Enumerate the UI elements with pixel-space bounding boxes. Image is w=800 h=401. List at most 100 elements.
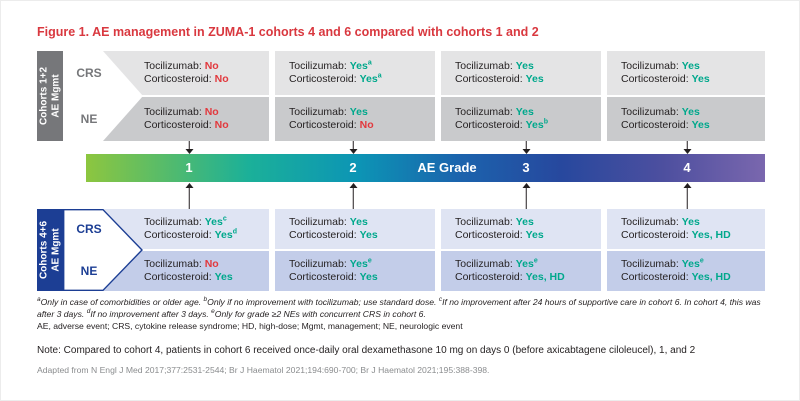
drug-value: Yes, HD [691,271,731,283]
drug-value: No [204,106,219,118]
row-arrow-icon [63,51,143,141]
ne-row: Tocilizumab: No Corticosteroid: Yes Tocili… [63,251,765,291]
drug-label: Corticosteroid: [455,229,526,241]
drug-value: No [214,73,229,85]
drug-value: Yes [691,73,710,85]
drug-label: Corticosteroid: [144,119,215,131]
band-label-line1: Cohorts 1+2 [38,66,50,126]
crs-row-label: CRS [76,222,102,236]
ne-row-label: NE [80,264,98,278]
drug-label: Tocilizumab: [289,106,350,118]
drug-label: Tocilizumab: [289,258,350,270]
drug-value: Yes, HD [525,271,565,283]
band-label-line1: Cohorts 4+6 [38,220,50,280]
grade-arrow-down-icon [683,141,692,154]
mgmt-cell: Tocilizumab: Yes Corticosteroid: Yes [275,209,435,249]
drug-value: Yes [525,229,544,241]
cohorts-1-2-band-label: Cohorts 1+2 AE Mgmt [37,51,63,141]
mgmt-cell: Tocilizumab: Yese Corticosteroid: Yes [275,251,435,291]
mgmt-cell: Tocilizumab: Yes Corticosteroid: Yes [441,51,601,95]
drug-label: Tocilizumab: [144,106,205,118]
drug-label: Corticosteroid: [144,271,215,283]
drug-value: Yese [681,257,704,271]
grade-number-2: 2 [349,160,357,175]
grade-arrow-down-icon [522,141,531,154]
drug-value: No [359,119,374,131]
drug-value: Yes [515,216,534,228]
drug-value: Yesa [349,59,372,73]
drug-label: Corticosteroid: [289,73,360,85]
drug-value: Yes [515,106,534,118]
drug-value: Yes [525,73,544,85]
drug-label: Corticosteroid: [455,73,526,85]
grade-number-3: 3 [522,160,530,175]
figure-title: Figure 1. AE management in ZUMA-1 cohort… [37,25,539,39]
drug-label: Corticosteroid: [621,73,692,85]
cohorts-4-6-band: Cohorts 4+6 AE Mgmt Tocilizumab: Yesc Cor… [37,209,765,291]
ae-grade-bar [86,154,765,182]
drug-label: Tocilizumab: [455,106,516,118]
mgmt-cell: Tocilizumab: Yes Corticosteroid: Yes [607,97,765,141]
mgmt-cell: Tocilizumab: Yese Corticosteroid: Yes, HD [607,251,765,291]
drug-value: Yes [691,119,710,131]
mgmt-cell: Tocilizumab: Yesa Corticosteroid: Yesa [275,51,435,95]
drug-value: Yes [349,106,368,118]
grade-number-4: 4 [683,160,691,175]
drug-label: Tocilizumab: [621,60,682,72]
crs-row: Tocilizumab: No Corticosteroid: No Tociliz… [63,51,765,95]
footnotes-text: aOnly in case of comorbidities or older … [37,296,761,319]
drug-label: Corticosteroid: [621,229,692,241]
drug-value: Yese [515,257,538,271]
drug-value: Yesa [359,72,382,86]
drug-label: Tocilizumab: [621,258,682,270]
drug-value: Yesc [204,215,227,229]
band-label-line2: AE Mgmt [50,74,61,118]
drug-value: Yesd [214,228,237,242]
ne-row-label: NE [80,112,98,126]
drug-value: Yes, HD [691,229,731,241]
drug-label: Corticosteroid: [289,119,360,131]
drug-label: Tocilizumab: [289,60,350,72]
mgmt-cell: Tocilizumab: Yes Corticosteroid: Yes [607,51,765,95]
drug-label: Corticosteroid: [621,271,692,283]
drug-value: Yesb [525,118,548,132]
crs-row-label: CRS [76,66,102,80]
drug-label: Tocilizumab: [144,60,205,72]
note-text: Note: Compared to cohort 4, patients in … [37,345,696,356]
grade-arrow-up-icon [683,183,692,209]
drug-label: Tocilizumab: [455,258,516,270]
grade-arrow-down-icon [349,141,358,154]
band-label-line2: AE Mgmt [50,228,61,272]
drug-value: No [214,119,229,131]
drug-label: Tocilizumab: [144,216,205,228]
grade-arrow-up-icon [185,183,194,209]
abbreviations-text: AE, adverse event; CRS, cytokine release… [37,321,463,331]
cohorts-4-6-band-label: Cohorts 4+6 AE Mgmt [37,209,63,291]
row-arrow-icon [63,209,143,291]
mgmt-cell: Tocilizumab: Yes Corticosteroid: Yesb [441,97,601,141]
drug-label: Corticosteroid: [455,271,526,283]
mgmt-cell: Tocilizumab: Yes Corticosteroid: No [275,97,435,141]
grade-arrow-up-icon [522,183,531,209]
mgmt-cell: Tocilizumab: Yes Corticosteroid: Yes [441,209,601,249]
drug-value: Yes [681,60,700,72]
drug-value: Yes [681,106,700,118]
drug-label: Corticosteroid: [144,73,215,85]
cohorts-1-2-band: Cohorts 1+2 AE Mgmt Tocilizumab: No Corti… [37,51,765,141]
mgmt-cell: Tocilizumab: Yese Corticosteroid: Yes, HD [441,251,601,291]
grade-number-1: 1 [185,160,193,175]
drug-value: Yes [359,229,378,241]
drug-label: Corticosteroid: [289,229,360,241]
drug-value: Yes [349,216,368,228]
drug-value: Yes [214,271,233,283]
drug-label: Corticosteroid: [144,229,215,241]
drug-label: Tocilizumab: [289,216,350,228]
drug-value: Yese [349,257,372,271]
drug-value: Yes [515,60,534,72]
drug-label: Corticosteroid: [621,119,692,131]
ne-row: Tocilizumab: No Corticosteroid: No Tociliz… [63,97,765,141]
drug-value: No [204,258,219,270]
drug-value: Yes [681,216,700,228]
mgmt-cell: Tocilizumab: Yes Corticosteroid: Yes, HD [607,209,765,249]
drug-value: No [204,60,219,72]
